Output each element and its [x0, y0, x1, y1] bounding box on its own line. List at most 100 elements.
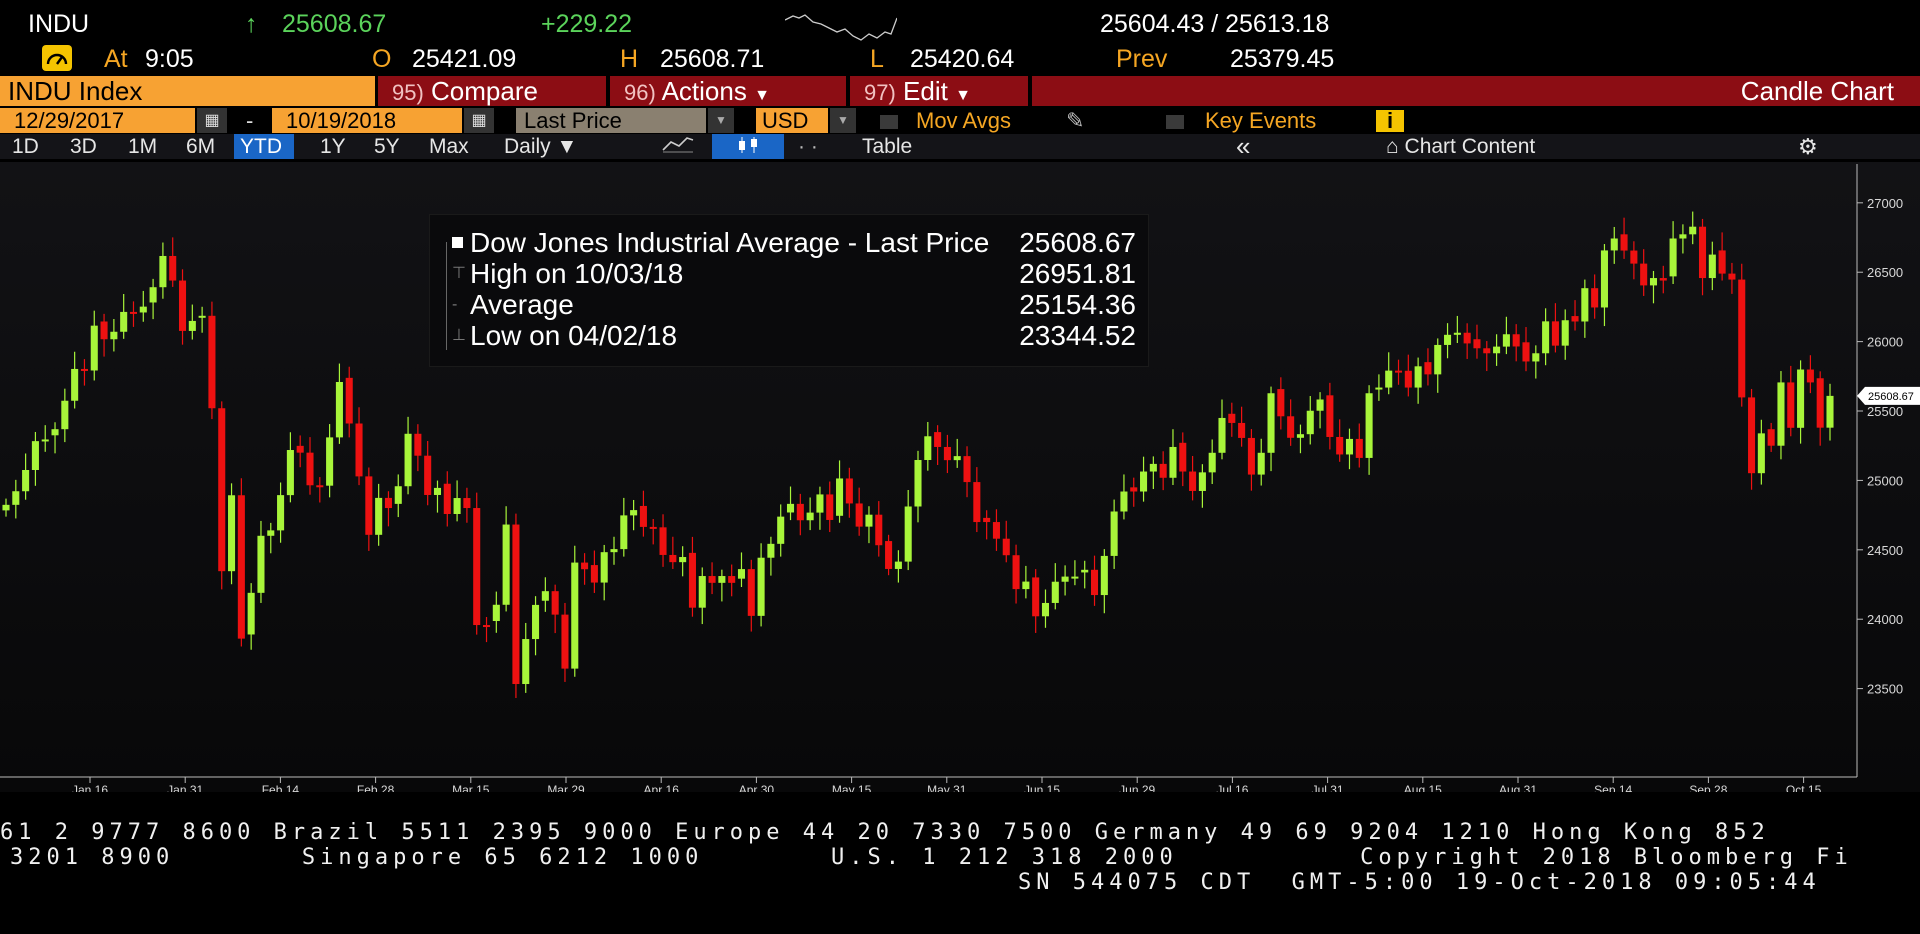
- timeframe-5y[interactable]: 5Y: [374, 135, 400, 158]
- candle-body: [129, 311, 138, 314]
- field-dropdown-icon[interactable]: ▼: [708, 108, 734, 133]
- start-calendar-icon[interactable]: ▦: [197, 108, 227, 133]
- security-field[interactable]: INDU Index: [0, 76, 375, 106]
- end-calendar-icon[interactable]: ▦: [464, 108, 494, 133]
- candle-body: [1326, 395, 1334, 437]
- chart-content-button[interactable]: ⌂ Chart Content: [1380, 134, 1541, 159]
- candle-body: [1551, 321, 1559, 346]
- candle-chart[interactable]: 27000 26500 26000 25500 25000 24500 24000 23500…: [0, 162, 1920, 810]
- timeframe-1m[interactable]: 1M: [128, 135, 158, 158]
- key-events-checkbox[interactable]: [1166, 108, 1184, 133]
- candle-body: [885, 541, 893, 569]
- ticker-line-1: 61 2 9777 8600 Brazil 5511 2395 9000 Eur…: [0, 820, 1770, 845]
- table-button[interactable]: Table: [862, 135, 913, 158]
- field-select[interactable]: Last Price: [516, 108, 706, 133]
- x-tick-label: Jul 31: [1312, 783, 1344, 792]
- line-chart-icon[interactable]: [655, 134, 701, 159]
- candle-body: [100, 321, 108, 340]
- timeframe-3d[interactable]: 3D: [70, 135, 97, 158]
- candle-chart-icon[interactable]: [712, 134, 784, 159]
- legend-value-low: 23344.52: [1019, 320, 1136, 351]
- candle-body: [924, 436, 932, 461]
- legend-row-high: ⊤ High on 10/03/18 26951.81: [452, 258, 1136, 289]
- pencil-icon[interactable]: ✎: [1066, 108, 1085, 133]
- x-tick-label: Aug 15: [1404, 783, 1442, 792]
- candle-body: [1345, 438, 1354, 455]
- candle-body: [335, 382, 343, 438]
- candle-body: [649, 526, 657, 529]
- timeframe-bar: 1D 3D 1M 6M YTD 1Y 5Y Max Daily ▼ · · Ta…: [0, 131, 1920, 161]
- low-label: L: [870, 45, 884, 73]
- x-tick-label: Sep 28: [1689, 783, 1727, 792]
- candle-body: [1287, 416, 1295, 438]
- timeframe-6m[interactable]: 6M: [186, 135, 216, 158]
- speedometer-icon[interactable]: [42, 45, 72, 71]
- candle-body: [1247, 437, 1255, 475]
- candle-body: [826, 494, 834, 520]
- legend-label-high: High on 10/03/18: [470, 258, 684, 289]
- candle-body: [1071, 576, 1079, 579]
- candle-body: [1483, 348, 1491, 354]
- actions-number: 96): [624, 80, 656, 105]
- candle-body: [1512, 334, 1520, 347]
- candle-body: [836, 478, 844, 516]
- timeframe-1d[interactable]: 1D: [12, 135, 39, 158]
- candle-body: [1473, 339, 1481, 349]
- candle-body: [365, 476, 373, 535]
- date-dash: -: [246, 108, 254, 133]
- candle-body: [728, 576, 736, 583]
- key-events-label[interactable]: Key Events: [1205, 108, 1317, 133]
- mov-avgs-check-icon: [880, 115, 898, 130]
- candle-body: [1365, 393, 1373, 458]
- dot-chart-icon[interactable]: · ·: [798, 135, 818, 158]
- candle-body: [757, 557, 765, 616]
- timeframe-ytd[interactable]: YTD: [234, 134, 294, 159]
- edit-button[interactable]: 97) Edit ▼: [850, 76, 1028, 106]
- candle-body: [384, 497, 392, 509]
- candle-body: [502, 524, 510, 605]
- currency-dropdown-icon[interactable]: ▼: [830, 108, 856, 133]
- legend-value-average: 25154.36: [1019, 289, 1136, 320]
- candle-body: [1748, 397, 1756, 474]
- legend-bracket: [446, 242, 449, 350]
- mov-avgs-checkbox[interactable]: [880, 108, 898, 133]
- collapse-icon[interactable]: «: [1236, 131, 1251, 161]
- timeframe-1y[interactable]: 1Y: [320, 135, 346, 158]
- candle-body: [1149, 463, 1157, 472]
- candle-body: [394, 486, 402, 504]
- at-label: At: [104, 45, 128, 73]
- info-icon[interactable]: i: [1376, 110, 1404, 132]
- candle-body: [806, 512, 814, 521]
- y-tick-label: 25500: [1867, 404, 1903, 419]
- start-date-field[interactable]: 12/29/2017: [0, 108, 195, 133]
- candle-body: [1708, 254, 1716, 279]
- candle-body: [1041, 602, 1050, 617]
- timeframe-max[interactable]: Max: [429, 135, 469, 158]
- candle-body: [1434, 344, 1442, 375]
- candle-body: [1620, 234, 1628, 251]
- candle-body: [1012, 555, 1020, 590]
- gear-icon[interactable]: ⚙: [1798, 134, 1818, 159]
- candle-body: [1493, 346, 1501, 354]
- compare-button[interactable]: 95) Compare: [378, 76, 606, 106]
- chart-legend[interactable]: Dow Jones Industrial Average - Last Pric…: [429, 214, 1149, 367]
- candle-body: [914, 460, 922, 507]
- start-date: 12/29/2017: [14, 108, 125, 133]
- candle-body: [561, 614, 569, 669]
- x-tick-label: May 31: [927, 783, 967, 792]
- currency-select[interactable]: USD: [756, 108, 828, 133]
- actions-button[interactable]: 96) Actions ▼: [610, 76, 846, 106]
- mov-avgs-label[interactable]: Mov Avgs: [916, 108, 1011, 133]
- candle-body: [983, 517, 991, 523]
- period-select[interactable]: Daily ▼: [498, 134, 583, 159]
- candle-body: [1100, 555, 1108, 596]
- bid-ask: 25604.43 / 25613.18: [1100, 10, 1330, 38]
- end-date-field[interactable]: 10/19/2018: [272, 108, 462, 133]
- candle-body: [277, 495, 285, 531]
- candle-body: [777, 516, 785, 544]
- candle-body: [688, 552, 696, 608]
- candle-body: [1581, 288, 1589, 322]
- candle-body: [630, 510, 638, 516]
- candle-body: [424, 455, 432, 495]
- chart-content-icon: ⌂: [1386, 135, 1399, 158]
